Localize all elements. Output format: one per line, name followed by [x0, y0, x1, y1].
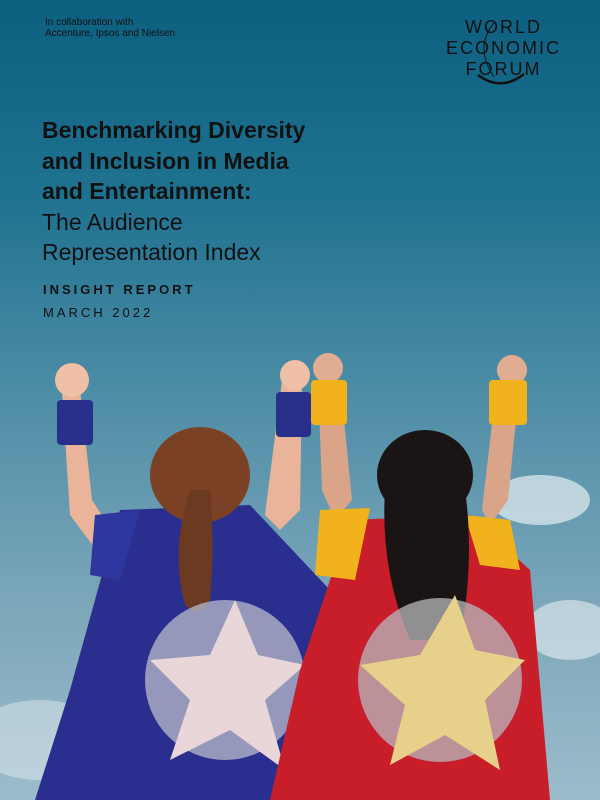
- report-date: MARCH 2022: [43, 305, 154, 320]
- report-title: Benchmarking Diversity and Inclusion in …: [42, 115, 305, 268]
- logo-line-2: ECONOMIC: [446, 38, 561, 58]
- wef-logo: WORLD ECONOMIC FORUM: [446, 17, 561, 85]
- title-line: and Inclusion in Media: [42, 147, 289, 174]
- subtitle-line: Representation Index: [42, 239, 261, 265]
- title-line: Benchmarking Diversity: [42, 117, 306, 143]
- logo-line-1: WORLD: [465, 17, 542, 37]
- logo-swoosh-icon: [477, 22, 525, 85]
- title-line: and Entertainment:: [42, 178, 252, 204]
- collaboration-note: In collaboration with Accenture, Ipsos a…: [45, 17, 175, 39]
- subtitle-line: The Audience: [42, 208, 183, 235]
- collaboration-line-1: In collaboration with: [45, 17, 134, 28]
- report-type: INSIGHT REPORT: [43, 282, 196, 297]
- logo-line-3: FORUM: [465, 59, 542, 79]
- collaboration-line-2: Accenture, Ipsos and Nielsen: [45, 28, 176, 39]
- cover-photo-children-in-capes: [0, 353, 600, 800]
